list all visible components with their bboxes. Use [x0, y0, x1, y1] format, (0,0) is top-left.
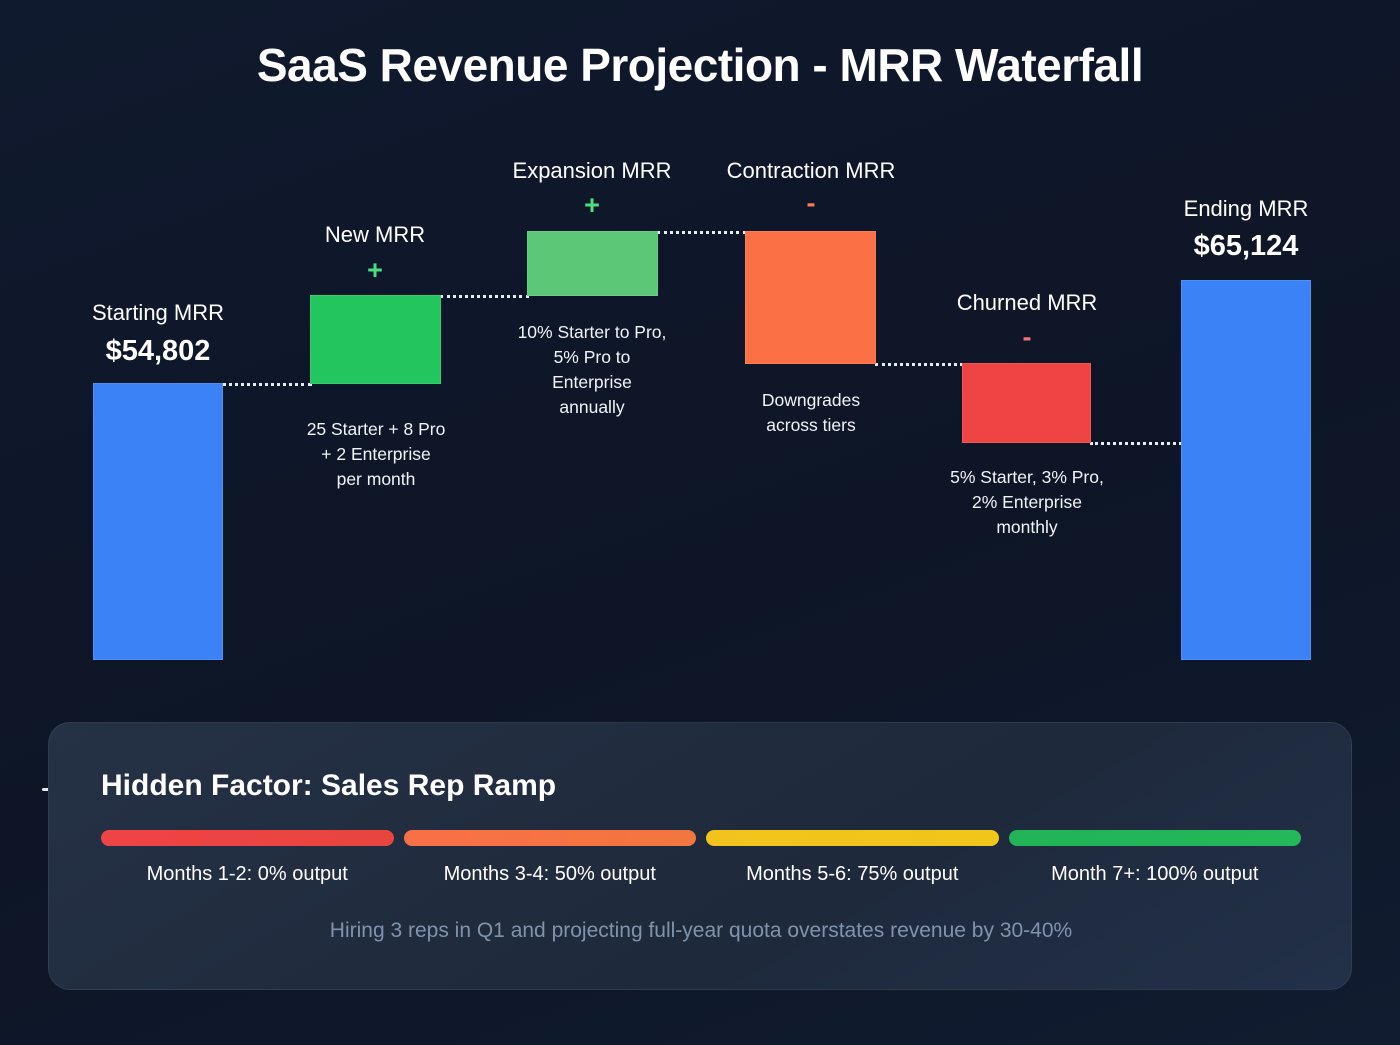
value-starting-mrr: $54,802: [105, 335, 211, 367]
connector-start-to-new: [222, 383, 312, 386]
hidden-factor-panel: Hidden Factor: Sales Rep Ramp Months 1-2…: [48, 722, 1352, 990]
ramp-bar-1: [101, 830, 394, 846]
label-ending-mrr: Ending MRR: [1183, 196, 1309, 221]
label-starting-mrr: Starting MRR: [91, 300, 225, 325]
ramp-bar-4: [1008, 830, 1301, 846]
hidden-factor-title: Hidden Factor: Sales Rep Ramp: [101, 769, 557, 802]
annotation-churned-mrr: 5% Starter, 3% Pro, 2% Enterprise monthl…: [950, 467, 1104, 537]
ramp-label-4: Month 7+: 100% output: [1051, 863, 1259, 885]
label-expansion-mrr: Expansion MRR: [512, 158, 672, 183]
annotation-new-mrr: 25 Starter + 8 Pro + 2 Enterprise per mo…: [306, 419, 446, 489]
waterfall-chart: Starting MRR $54,802 New MRR + 25 Starte…: [0, 130, 1400, 791]
annotation-expansion-mrr: 10% Starter to Pro, 5% Pro to Enterprise…: [517, 322, 667, 417]
connector-expansion-to-contraction: [657, 231, 746, 234]
value-ending-mrr: $65,124: [1193, 230, 1299, 262]
bar-expansion-mrr[interactable]: [527, 231, 658, 296]
bar-new-mrr[interactable]: [310, 295, 441, 384]
ramp-stage-2[interactable]: Months 3-4: 50% output: [403, 830, 696, 890]
ramp-label-2: Months 3-4: 50% output: [443, 863, 656, 885]
label-churned-mrr: Churned MRR: [956, 290, 1098, 315]
sign-expansion-mrr: +: [584, 190, 600, 220]
label-contraction-mrr: Contraction MRR: [726, 158, 896, 183]
ramp-bar-3: [706, 830, 999, 846]
ramp-bar-2: [403, 830, 696, 846]
ramp-label-3: Months 5-6: 75% output: [746, 863, 959, 885]
page-title: SaaS Revenue Projection - MRR Waterfall: [256, 39, 1144, 91]
ramp-stage-1[interactable]: Months 1-2: 0% output: [101, 830, 394, 890]
ramp-label-1: Months 1-2: 0% output: [146, 863, 348, 885]
connector-churn-to-ending: [1090, 442, 1182, 445]
bar-churned-mrr[interactable]: [962, 363, 1091, 443]
sign-contraction-mrr: -: [806, 188, 816, 218]
sign-churned-mrr: -: [1022, 322, 1032, 352]
bar-starting-mrr[interactable]: [93, 383, 223, 660]
hidden-factor-note: Hiring 3 reps in Q1 and projecting full-…: [329, 919, 1073, 942]
ramp-stage-3[interactable]: Months 5-6: 75% output: [706, 830, 999, 890]
label-new-mrr: New MRR: [324, 222, 426, 247]
bar-contraction-mrr[interactable]: [745, 231, 876, 364]
annotation-contraction-mrr: Downgrades across tiers: [761, 390, 861, 435]
connector-contraction-to-churn: [875, 363, 963, 366]
ramp-stage-4[interactable]: Month 7+: 100% output: [1008, 830, 1301, 890]
sales-rep-ramp-track: Months 1-2: 0% output Months 3-4: 50% ou…: [101, 830, 1301, 890]
sign-new-mrr: +: [367, 255, 383, 285]
connector-new-to-expansion: [440, 295, 529, 298]
bar-ending-mrr[interactable]: [1181, 280, 1311, 660]
